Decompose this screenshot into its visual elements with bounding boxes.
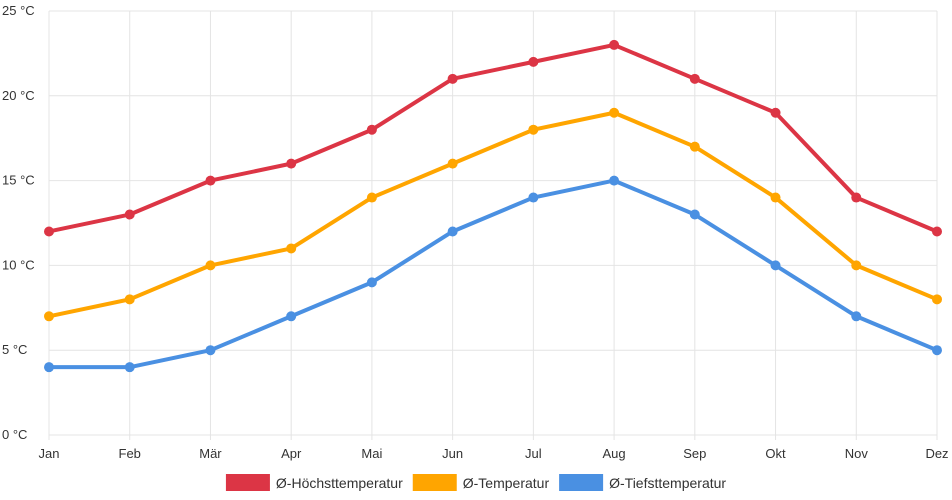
legend-label: Ø-Höchsttemperatur [276, 475, 403, 491]
series-line [47, 110, 939, 319]
data-point[interactable] [932, 345, 942, 356]
series-1 [44, 39, 942, 237]
data-point[interactable] [366, 124, 377, 135]
series-line [47, 178, 939, 370]
data-point[interactable] [44, 362, 54, 373]
series-line [47, 42, 939, 234]
legend-swatch [559, 474, 604, 491]
legend-swatch [225, 474, 270, 491]
data-point[interactable] [851, 311, 862, 322]
x-tick-label: Dez [925, 446, 948, 461]
data-point[interactable] [124, 294, 135, 305]
data-point[interactable] [447, 158, 458, 169]
y-tick-label: 10 °C [2, 257, 35, 272]
data-point[interactable] [689, 73, 700, 84]
data-point[interactable] [44, 311, 54, 322]
y-tick-label: 5 °C [2, 342, 27, 357]
series-3 [44, 175, 942, 373]
data-point[interactable] [689, 141, 700, 152]
data-point[interactable] [609, 175, 620, 186]
data-point[interactable] [689, 209, 700, 220]
data-point[interactable] [447, 226, 458, 237]
x-tick-label: Jan [39, 446, 60, 461]
legend-label: Ø-Tiefsttemperatur [609, 475, 726, 491]
data-point[interactable] [609, 39, 620, 50]
legend-swatch [412, 474, 457, 491]
data-point[interactable] [124, 362, 135, 373]
legend-item[interactable]: Ø-Höchsttemperatur [225, 474, 403, 491]
legend: Ø-Höchsttemperatur Ø-Temperatur Ø-Tiefstte… [225, 474, 726, 491]
data-point[interactable] [770, 260, 781, 271]
x-tick-label: Jul [525, 446, 542, 461]
data-point[interactable] [609, 107, 620, 118]
series-layer [44, 39, 942, 373]
x-tick-label: Mai [361, 446, 382, 461]
data-point[interactable] [932, 294, 942, 305]
data-point[interactable] [770, 192, 781, 203]
data-point[interactable] [286, 243, 297, 254]
data-point[interactable] [205, 175, 216, 186]
x-tick-label: Feb [119, 446, 141, 461]
x-axis-tick-labels: Jan Feb Mär Apr Mai Jun Jul Aug Sep Okt Nov Dez [39, 446, 949, 461]
data-point[interactable] [366, 277, 377, 288]
y-tick-label: 20 °C [2, 88, 35, 103]
legend-item[interactable]: Ø-Tiefsttemperatur [559, 474, 726, 491]
x-tick-label: Mär [199, 446, 222, 461]
data-point[interactable] [44, 226, 54, 237]
x-tick-label: Sep [683, 446, 706, 461]
data-point[interactable] [851, 192, 862, 203]
legend-item[interactable]: Ø-Temperatur [412, 474, 550, 491]
x-tick-label: Apr [281, 446, 302, 461]
data-point[interactable] [770, 107, 781, 118]
data-point[interactable] [932, 226, 942, 237]
y-tick-label: 0 °C [2, 427, 27, 442]
x-tick-label: Aug [603, 446, 626, 461]
x-tick-label: Jun [442, 446, 463, 461]
grid-lines [48, 10, 938, 440]
data-point[interactable] [286, 311, 297, 322]
x-tick-label: Okt [765, 446, 786, 461]
data-point[interactable] [205, 260, 216, 271]
data-point[interactable] [286, 158, 297, 169]
legend-label: Ø-Temperatur [463, 475, 550, 491]
data-point[interactable] [447, 73, 458, 84]
data-point[interactable] [124, 209, 135, 220]
y-axis-tick-labels: 0 °C 5 °C 10 °C 15 °C 20 °C 25 °C [2, 3, 35, 442]
data-point[interactable] [366, 192, 377, 203]
data-point[interactable] [851, 260, 862, 271]
data-point[interactable] [528, 192, 539, 203]
data-point[interactable] [205, 345, 216, 356]
data-point[interactable] [528, 56, 539, 67]
y-tick-label: 15 °C [2, 173, 35, 188]
y-tick-label: 25 °C [2, 3, 35, 18]
data-point[interactable] [528, 124, 539, 135]
series-2 [44, 107, 942, 322]
x-tick-label: Nov [845, 446, 869, 461]
